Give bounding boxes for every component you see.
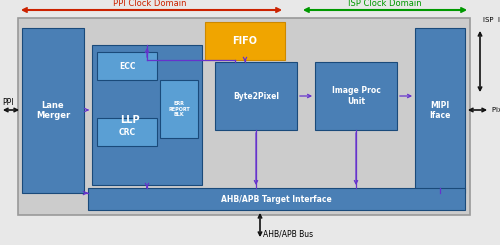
Text: MIPI
Iface: MIPI Iface bbox=[430, 101, 450, 120]
Text: CRC: CRC bbox=[118, 127, 136, 136]
Text: ERR
REPORT
BLK: ERR REPORT BLK bbox=[168, 101, 190, 117]
Text: AHB/APB Bus: AHB/APB Bus bbox=[263, 229, 313, 238]
Text: ISP Clock Domain: ISP Clock Domain bbox=[348, 0, 422, 8]
Bar bbox=[160, 80, 198, 138]
Bar bbox=[215, 62, 297, 130]
Bar bbox=[415, 28, 465, 193]
Text: ISP  Iface: ISP Iface bbox=[483, 17, 500, 23]
Text: AHB/APB Target Interface: AHB/APB Target Interface bbox=[221, 195, 332, 204]
Bar bbox=[18, 18, 470, 215]
Text: Lane
Merger: Lane Merger bbox=[36, 101, 70, 120]
Text: FIFO: FIFO bbox=[232, 36, 258, 46]
Bar bbox=[97, 52, 157, 80]
Text: Image Proc
Unit: Image Proc Unit bbox=[332, 86, 380, 106]
Text: PPI Clock Domain: PPI Clock Domain bbox=[113, 0, 187, 8]
Bar bbox=[97, 118, 157, 146]
Text: Byte2Pixel: Byte2Pixel bbox=[233, 91, 279, 100]
Text: PPI: PPI bbox=[2, 98, 14, 107]
Text: ECC: ECC bbox=[119, 61, 135, 71]
Text: LLP: LLP bbox=[120, 115, 140, 125]
Bar bbox=[22, 28, 84, 193]
Bar bbox=[315, 62, 397, 130]
Bar bbox=[205, 22, 285, 60]
Bar bbox=[88, 188, 465, 210]
Bar bbox=[92, 45, 202, 185]
Text: Pixel Iface: Pixel Iface bbox=[492, 107, 500, 113]
